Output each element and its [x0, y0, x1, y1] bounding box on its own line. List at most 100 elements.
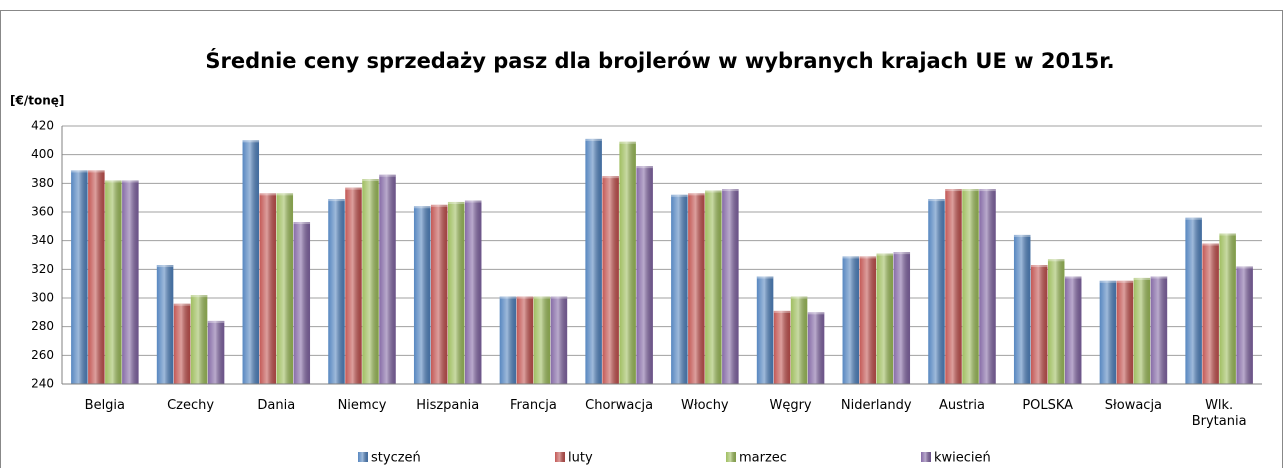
bar-shine	[807, 312, 825, 384]
legend-label: kwiecień	[934, 451, 991, 466]
bar-top	[619, 141, 636, 144]
bar-top	[1013, 234, 1031, 237]
bar-top	[585, 138, 602, 141]
bar-top	[122, 180, 139, 183]
y-tick-label: 300	[31, 291, 54, 305]
bar-top	[1202, 243, 1219, 246]
bar-shine	[602, 176, 619, 384]
bar-shine	[945, 189, 962, 384]
legend-label: luty	[568, 451, 593, 466]
bar-top	[790, 296, 808, 299]
bar-shine	[550, 296, 568, 384]
bar-top	[1064, 276, 1082, 279]
y-tick-label: 380	[31, 176, 54, 190]
bar-shine	[859, 256, 877, 384]
bar-shine	[1116, 280, 1134, 384]
bar-top	[88, 170, 105, 173]
bar-top	[173, 303, 191, 306]
bar-top	[979, 189, 996, 192]
bar-shine	[619, 141, 636, 384]
bar-top	[962, 189, 979, 192]
bar-top	[362, 179, 379, 182]
x-tick-label: Francja	[510, 398, 557, 413]
x-tick-label: Czechy	[167, 398, 215, 413]
bar-shine	[345, 187, 362, 384]
bar-top	[893, 252, 911, 255]
bar-top	[516, 296, 534, 299]
bar-shine	[979, 189, 996, 384]
bar-top	[1185, 217, 1202, 220]
bar-shine	[173, 303, 191, 384]
bar-shine	[207, 320, 225, 384]
bar-shine	[259, 193, 277, 384]
bar-shine	[1099, 280, 1117, 384]
bar-shine	[585, 138, 602, 384]
bar-shine	[499, 296, 517, 384]
bar-top	[876, 253, 894, 256]
bar-shine	[413, 206, 431, 384]
y-tick-label: 400	[31, 147, 54, 161]
bar-top	[413, 206, 431, 209]
y-tick-label: 260	[31, 348, 54, 362]
bar-shine	[705, 190, 722, 384]
bar-shine	[1030, 265, 1048, 384]
bar-top	[1133, 277, 1151, 280]
bar-shine	[71, 170, 88, 384]
bar-shine	[447, 201, 465, 384]
legend-swatch-shine	[555, 452, 565, 462]
bar-shine	[1202, 243, 1219, 384]
y-tick-label: 360	[31, 205, 54, 219]
y-axis-label: [€/tonę]	[10, 94, 64, 108]
bar-shine	[1133, 277, 1151, 384]
bar-shine	[328, 199, 345, 384]
bar-top	[447, 201, 465, 204]
x-tick-label: Belgia	[84, 398, 126, 413]
x-tick-label: Austria	[939, 398, 985, 413]
bar-top	[156, 265, 174, 268]
bar-top	[430, 204, 448, 207]
bar-shine	[1150, 276, 1168, 384]
bar-shine	[276, 193, 294, 384]
legend-swatch-shine	[726, 452, 736, 462]
bar-top	[756, 276, 774, 279]
bar-top	[722, 189, 739, 192]
bar-shine	[671, 194, 688, 384]
x-tick-label: Wlk. Brytania	[1191, 398, 1247, 429]
bar-shine	[293, 222, 311, 384]
bar-top	[533, 296, 551, 299]
x-tick-label: Chorwacja	[585, 398, 654, 413]
bar-shine	[962, 189, 979, 384]
y-tick-label: 340	[31, 233, 54, 247]
bar-shine	[773, 310, 791, 384]
bar-top	[1047, 259, 1065, 262]
bar-top	[276, 193, 294, 196]
bar-top	[190, 295, 208, 298]
bar-shine	[1219, 233, 1236, 384]
bar-top	[345, 187, 362, 190]
bar-shine	[516, 296, 534, 384]
legend-swatch-shine	[358, 452, 368, 462]
bar-shine	[842, 256, 860, 384]
bar-shine	[1185, 217, 1202, 384]
bar-top	[945, 189, 962, 192]
x-tick-label: POLSKA	[1022, 398, 1074, 413]
x-tick-label: Słowacja	[1104, 398, 1163, 413]
y-tick-label: 320	[31, 262, 54, 276]
chart-title: Średnie ceny sprzedaży pasz dla brojleró…	[205, 48, 1114, 73]
bar-top	[671, 194, 688, 197]
bar-shine	[1013, 234, 1031, 384]
bar-top	[602, 176, 619, 179]
bar-top	[688, 193, 705, 196]
bar-shine	[928, 199, 945, 384]
bar-shine	[756, 276, 774, 384]
bar-top	[328, 199, 345, 202]
bar-shine	[1236, 266, 1253, 384]
bar-shine	[1064, 276, 1082, 384]
bar-shine	[790, 296, 808, 384]
bar-top	[1150, 276, 1168, 279]
y-tick-label: 420	[31, 119, 54, 133]
legend-label: styczeń	[371, 451, 421, 466]
bar-top	[928, 199, 945, 202]
bar-shine	[688, 193, 705, 384]
bar-top	[807, 312, 825, 315]
